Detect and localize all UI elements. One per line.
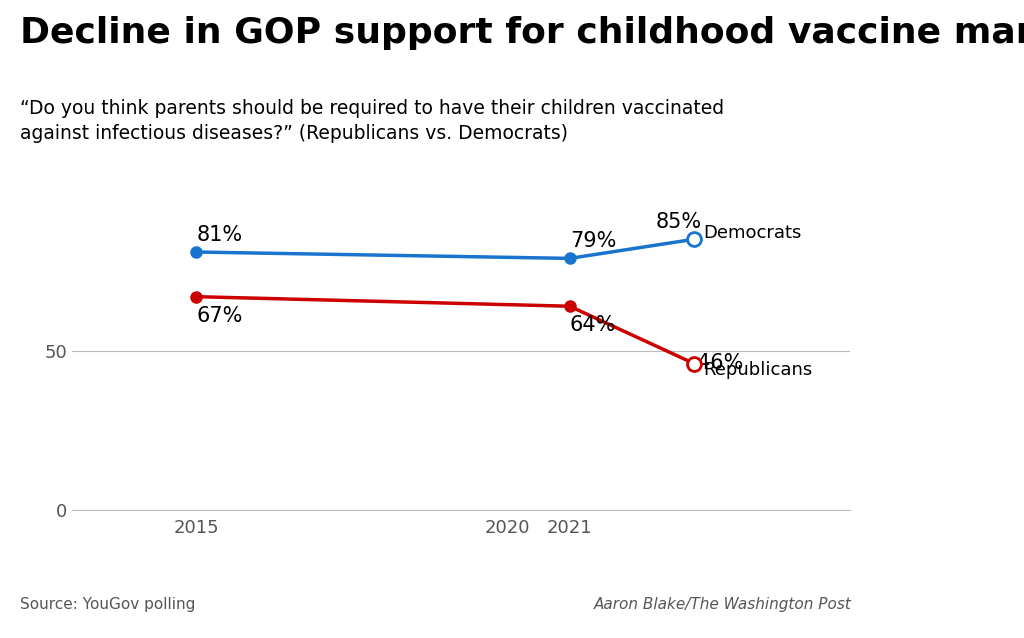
Text: Republicans: Republicans xyxy=(703,361,813,379)
Text: 79%: 79% xyxy=(569,232,616,251)
Text: 85%: 85% xyxy=(655,212,701,232)
Text: “Do you think parents should be required to have their children vaccinated
again: “Do you think parents should be required… xyxy=(20,99,725,143)
Text: Source: YouGov polling: Source: YouGov polling xyxy=(20,597,196,612)
Text: Democrats: Democrats xyxy=(703,224,802,242)
Text: 46%: 46% xyxy=(697,353,743,373)
Text: 64%: 64% xyxy=(569,315,616,335)
Text: Decline in GOP support for childhood vaccine mandates: Decline in GOP support for childhood vac… xyxy=(20,16,1024,50)
Text: 67%: 67% xyxy=(197,306,243,325)
Text: Aaron Blake/The Washington Post: Aaron Blake/The Washington Post xyxy=(594,597,852,612)
Text: 81%: 81% xyxy=(197,225,243,245)
